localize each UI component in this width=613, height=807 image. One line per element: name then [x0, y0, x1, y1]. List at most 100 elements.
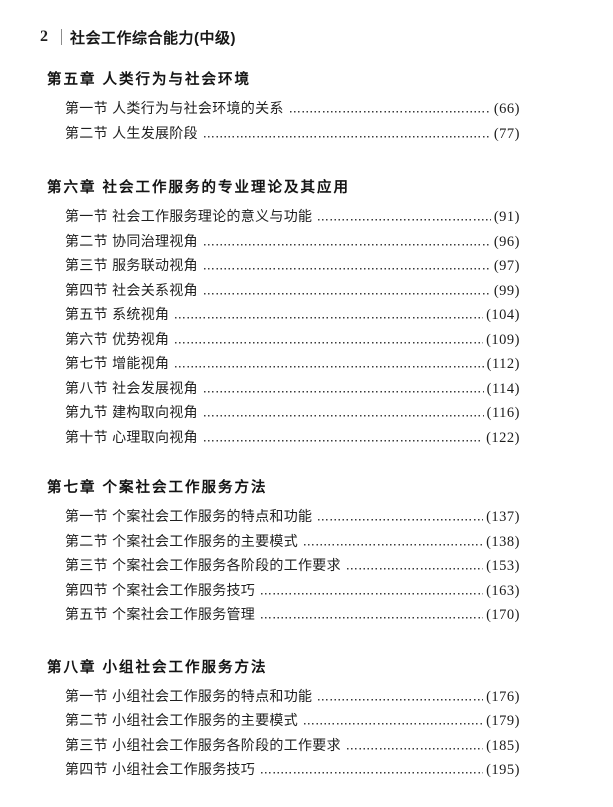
dot-leader [346, 553, 484, 578]
toc-entry-page-number: (97) [493, 258, 520, 274]
toc-entry-label: 第九节 建构取向视角 [65, 404, 198, 420]
toc-entry: 第四节 个案社会工作服务技巧 (163) [65, 577, 520, 602]
toc-entry-label: 第一节 小组社会工作服务的特点和功能 [65, 687, 313, 704]
dot-leader [203, 120, 491, 145]
toc-entry-label: 第八节 社会发展视角 [65, 379, 198, 396]
toc-entry: 第二节 人生发展阶段 (77) [65, 120, 520, 145]
toc-entry: 第二节 个案社会工作服务的主要模式 (138) [65, 528, 520, 553]
toc-entry: 第一节 人类行为与社会环境的关系 (66) [65, 96, 520, 121]
dot-leader [175, 351, 484, 376]
toc-entry-page-number: (99) [493, 282, 520, 299]
toc-chapter: 第八章 小组社会工作服务方法 第一节 小组社会工作服务的特点和功能 (176) … [40, 658, 520, 782]
toc-entry: 第二节 小组社会工作服务的主要模式 (179) [65, 708, 520, 733]
toc-entry-page-number: (170) [486, 607, 520, 623]
dot-leader [261, 757, 484, 782]
dot-leader [318, 504, 484, 529]
toc-entry-label: 第一节 人类行为与社会环境的关系 [65, 100, 284, 116]
dot-leader [261, 577, 484, 602]
dot-leader [318, 683, 484, 708]
folio-page-number: 2 [40, 28, 48, 45]
toc-entry: 第五节 系统视角 (104) [65, 302, 520, 327]
toc-entry-page-number: (185) [486, 737, 520, 754]
toc-entry: 第四节 小组社会工作服务技巧 (195) [65, 757, 520, 782]
book-title: 社会工作综合能力(中级) [70, 29, 236, 47]
toc-entry-page-number: (104) [486, 307, 520, 323]
dot-leader [175, 302, 484, 327]
toc-entry-label: 第四节 小组社会工作服务技巧 [65, 761, 256, 777]
toc-entry: 第一节 小组社会工作服务的特点和功能 (176) [65, 683, 520, 708]
dot-leader [203, 228, 491, 253]
toc-entry-page-number: (91) [493, 209, 520, 225]
chapter-title: 第五章 人类行为与社会环境 [47, 72, 252, 88]
toc-entry-page-number: (96) [493, 233, 520, 250]
dot-leader [304, 708, 484, 733]
chapter-title: 第七章 个案社会工作服务方法 [47, 480, 268, 496]
toc-entry-page-number: (195) [486, 762, 520, 778]
chapter-title: 第八章 小组社会工作服务方法 [47, 659, 268, 676]
header-divider [61, 29, 62, 45]
toc-entry: 第九节 建构取向视角 (116) [65, 400, 520, 425]
dot-leader [261, 602, 484, 627]
toc-entry-label: 第三节 小组社会工作服务各阶段的工作要求 [65, 736, 341, 753]
dot-leader [203, 375, 484, 400]
chapter-section-list: 第一节 小组社会工作服务的特点和功能 (176) 第二节 小组社会工作服务的主要… [40, 683, 520, 782]
toc-chapter: 第五章 人类行为与社会环境 第一节 人类行为与社会环境的关系 (66) 第二节 … [40, 70, 520, 145]
toc-entry: 第八节 社会发展视角 (114) [65, 375, 520, 400]
toc-entry-label: 第四节 个案社会工作服务技巧 [65, 581, 256, 598]
dot-leader [304, 528, 484, 553]
toc-entry-page-number: (122) [486, 429, 520, 446]
toc-entry: 第三节 服务联动视角 (97) [65, 253, 520, 278]
toc-entry-label: 第五节 个案社会工作服务管理 [65, 606, 256, 622]
toc-entry-label: 第二节 人生发展阶段 [65, 124, 198, 141]
toc-entry: 第二节 协同治理视角 (96) [65, 228, 520, 253]
chapter-title: 第六章 社会工作服务的专业理论及其应用 [47, 180, 351, 196]
toc-entry-label: 第一节 个案社会工作服务的特点和功能 [65, 508, 313, 524]
toc-entry: 第四节 社会关系视角 (99) [65, 277, 520, 302]
toc-chapter: 第七章 个案社会工作服务方法 第一节 个案社会工作服务的特点和功能 (137) … [40, 478, 520, 627]
toc-entry-page-number: (66) [493, 101, 520, 117]
chapter-section-list: 第一节 社会工作服务理论的意义与功能 (91) 第二节 协同治理视角 (96) … [40, 204, 520, 449]
toc-entry: 第三节 小组社会工作服务各阶段的工作要求 (185) [65, 732, 520, 757]
chapter-section-list: 第一节 个案社会工作服务的特点和功能 (137) 第二节 个案社会工作服务的主要… [40, 504, 520, 627]
toc-entry-page-number: (179) [486, 713, 520, 729]
dot-leader [175, 326, 484, 351]
toc-entry-page-number: (112) [486, 356, 520, 372]
dot-leader [318, 204, 491, 229]
dot-leader [203, 253, 491, 278]
toc-entry-page-number: (163) [486, 582, 520, 599]
toc-entry-page-number: (137) [486, 509, 520, 525]
toc-entry-page-number: (114) [486, 380, 520, 397]
dot-leader [203, 400, 484, 425]
toc-entry-label: 第二节 协同治理视角 [65, 232, 198, 249]
toc-entry: 第十节 心理取向视角 (122) [65, 424, 520, 449]
dot-leader [289, 96, 491, 121]
toc-entry-label: 第六节 优势视角 [65, 330, 170, 347]
toc-entry-page-number: (109) [486, 331, 520, 348]
toc-chapter: 第六章 社会工作服务的专业理论及其应用 第一节 社会工作服务理论的意义与功能 (… [40, 178, 520, 449]
toc-chapter-list: 第五章 人类行为与社会环境 第一节 人类行为与社会环境的关系 (66) 第二节 … [40, 70, 520, 782]
toc-entry: 第三节 个案社会工作服务各阶段的工作要求 (153) [65, 553, 520, 578]
toc-entry: 第六节 优势视角 (109) [65, 326, 520, 351]
dot-leader [346, 732, 484, 757]
toc-entry-label: 第一节 社会工作服务理论的意义与功能 [65, 208, 313, 224]
toc-entry-label: 第二节 小组社会工作服务的主要模式 [65, 712, 298, 728]
toc-entry-label: 第七节 增能视角 [65, 355, 170, 371]
toc-entry: 第一节 社会工作服务理论的意义与功能 (91) [65, 204, 520, 229]
toc-entry-label: 第十节 心理取向视角 [65, 428, 198, 445]
toc-entry: 第一节 个案社会工作服务的特点和功能 (137) [65, 504, 520, 529]
dot-leader [203, 277, 491, 302]
toc-entry: 第五节 个案社会工作服务管理 (170) [65, 602, 520, 627]
toc-entry-label: 第五节 系统视角 [65, 306, 170, 322]
chapter-section-list: 第一节 人类行为与社会环境的关系 (66) 第二节 人生发展阶段 (77) [40, 96, 520, 145]
toc-entry-page-number: (77) [493, 125, 520, 142]
running-header: 2 社会工作综合能力(中级) [40, 28, 520, 47]
toc-entry-page-number: (176) [486, 688, 520, 705]
toc-entry-page-number: (153) [486, 558, 520, 574]
toc-entry-page-number: (138) [486, 533, 520, 550]
toc-entry-label: 第三节 个案社会工作服务各阶段的工作要求 [65, 557, 341, 573]
toc-entry-page-number: (116) [486, 405, 520, 421]
dot-leader [203, 424, 484, 449]
toc-entry-label: 第三节 服务联动视角 [65, 257, 198, 273]
toc-entry: 第七节 增能视角 (112) [65, 351, 520, 376]
